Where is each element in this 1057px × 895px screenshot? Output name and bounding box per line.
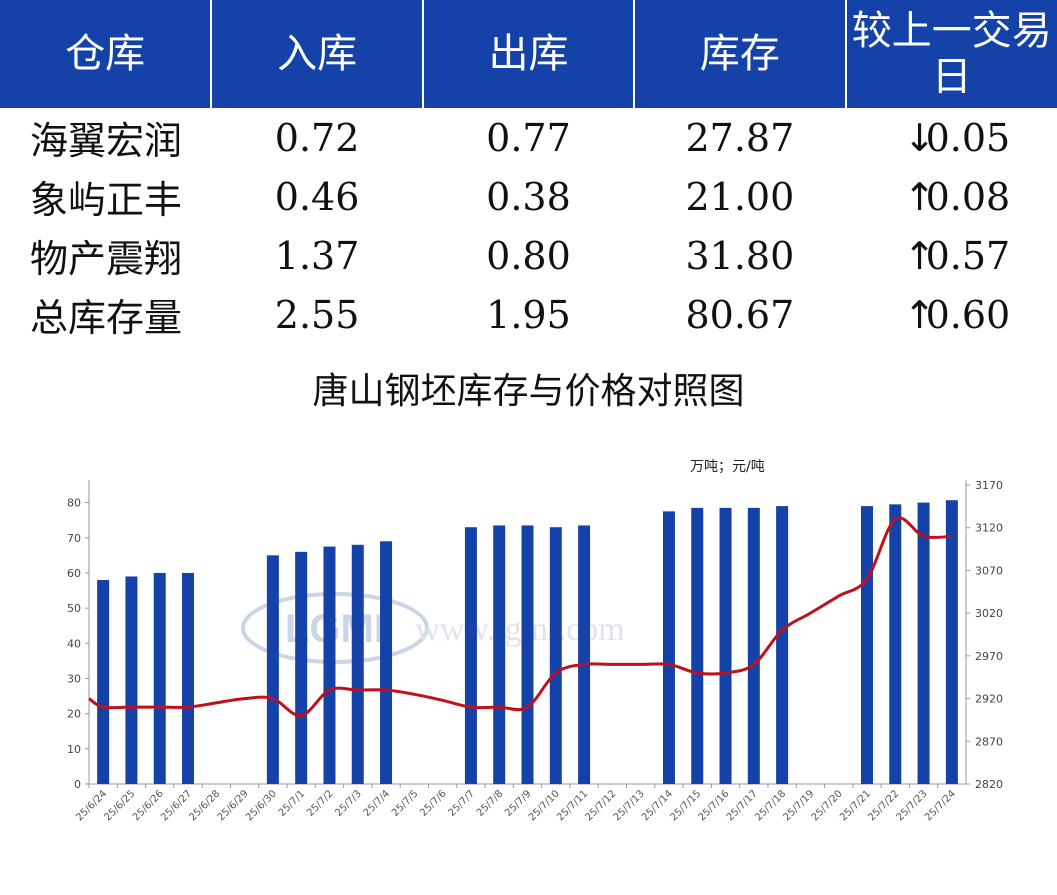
- cell-outbound: 0.38: [486, 174, 571, 219]
- cell-name: 海翼宏润: [30, 119, 183, 163]
- y-left-tick-label: 80: [67, 497, 81, 510]
- header-stock: 库存: [634, 0, 847, 108]
- cell-name: 象屿正丰: [30, 178, 183, 222]
- y-right-tick-label: 3070: [975, 564, 1003, 577]
- bar: [776, 506, 789, 784]
- cell-inbound: 1.37: [274, 233, 360, 278]
- y-right-tick-label: 2970: [975, 650, 1003, 663]
- y-left-tick-label: 20: [67, 708, 81, 721]
- bar: [719, 507, 732, 784]
- bar: [578, 525, 591, 784]
- y-left-tick-label: 40: [67, 637, 81, 650]
- x-tick-label: 25/7/6: [418, 788, 449, 819]
- bar: [125, 576, 138, 784]
- bar: [521, 525, 534, 784]
- bar: [493, 525, 506, 784]
- bar: [380, 541, 393, 784]
- table-row: 海翼宏润 0.72 0.77 27.87 ↓0.05: [0, 108, 1057, 167]
- y-left-tick-label: 70: [67, 532, 81, 545]
- bar: [691, 507, 704, 784]
- x-tick-label: 25/7/3: [333, 788, 364, 819]
- cell-outbound: 0.80: [486, 233, 571, 278]
- x-tick-label: 25/7/7: [447, 788, 478, 819]
- x-tick-label: 25/7/4: [362, 788, 393, 819]
- bar: [323, 546, 336, 784]
- cell-stock: 80.67: [685, 292, 795, 337]
- bar: [549, 527, 562, 784]
- table-row: 物产震翔 1.37 0.80 31.80 ↑0.57: [0, 226, 1057, 285]
- change-value: 0.08: [925, 174, 1011, 219]
- header-inbound: 入库: [211, 0, 424, 108]
- arrow-up-icon: ↑: [903, 233, 936, 278]
- bar: [662, 511, 675, 784]
- header-change: 较上一交易日: [845, 0, 1057, 108]
- cell-stock: 21.00: [685, 174, 795, 219]
- y-right-tick-label: 2920: [975, 693, 1003, 706]
- x-tick-label: 25/7/24: [923, 788, 958, 823]
- unit-label: 万吨；元/吨: [690, 459, 765, 475]
- y-left-tick-label: 30: [67, 672, 81, 685]
- cell-inbound: 0.46: [274, 174, 360, 219]
- y-left-tick-label: 10: [67, 743, 81, 756]
- y-right-tick-label: 2870: [975, 735, 1003, 748]
- bar: [917, 502, 930, 784]
- cell-outbound: 1.95: [486, 292, 571, 337]
- header-warehouse: 仓库: [0, 0, 213, 108]
- change-value: 0.60: [925, 292, 1011, 337]
- cell-change: ↓0.05: [846, 108, 1057, 167]
- bar: [945, 500, 958, 784]
- arrow-down-icon: ↓: [903, 115, 936, 160]
- y-right-tick-label: 3020: [975, 607, 1003, 620]
- bar: [747, 507, 760, 784]
- bar: [860, 506, 873, 784]
- bar: [153, 572, 166, 784]
- x-tick-label: 25/7/5: [390, 788, 421, 819]
- x-tick-label: 25/7/2: [305, 788, 336, 819]
- x-tick-label: 25/6/30: [244, 788, 279, 823]
- bar: [889, 504, 902, 784]
- cell-stock: 27.87: [685, 115, 795, 160]
- chart-area: 唐山钢坯库存与价格对照图 LGMI www.lgmi.com 万吨；元/吨 01…: [0, 340, 1057, 895]
- arrow-up-icon: ↑: [903, 292, 936, 337]
- table-header-row: 仓库 入库 出库 库存 较上一交易日: [0, 0, 1057, 108]
- bar: [464, 527, 477, 784]
- cell-inbound: 0.72: [274, 115, 360, 160]
- x-tick-label: 25/7/8: [475, 788, 506, 819]
- cell-name: 总库存量: [30, 296, 183, 340]
- warehouse-table: 仓库 入库 出库 库存 较上一交易日 海翼宏润 0.72 0.77 27.87 ↓0.0…: [0, 0, 1057, 344]
- change-value: 0.05: [925, 115, 1011, 160]
- bar: [266, 555, 279, 784]
- table-row: 象屿正丰 0.46 0.38 21.00 ↑0.08: [0, 167, 1057, 226]
- cell-outbound: 0.77: [486, 115, 571, 160]
- table-body: 海翼宏润 0.72 0.77 27.87 ↓0.05 象屿正丰 0.46 0.38 21.00 ↑…: [0, 108, 1057, 344]
- cell-stock: 31.80: [685, 233, 795, 278]
- arrow-up-icon: ↑: [903, 174, 936, 219]
- y-left-tick-label: 0: [74, 778, 81, 791]
- chart-svg: 0 10 20 30 40 50 60 70 80 2820 2870 2920 2970 3020 307…: [67, 479, 1003, 823]
- y-right-tick-label: 3170: [975, 479, 1003, 492]
- bar: [182, 572, 195, 784]
- price-line: [88, 516, 952, 718]
- cell-name: 物产震翔: [30, 237, 183, 281]
- header-outbound: 出库: [422, 0, 636, 108]
- change-value: 0.57: [925, 233, 1011, 278]
- y-right-tick-label: 2820: [975, 778, 1003, 791]
- y-left-tick-label: 50: [67, 602, 81, 615]
- chart-title: 唐山钢坯库存与价格对照图: [312, 371, 745, 412]
- cell-change: ↑0.57: [846, 226, 1057, 285]
- x-tick-label: 25/7/1: [277, 788, 308, 819]
- cell-change: ↑0.08: [846, 167, 1057, 226]
- cell-change: ↑0.60: [846, 285, 1057, 344]
- cell-inbound: 2.55: [274, 292, 360, 337]
- bar: [351, 544, 364, 784]
- table-row: 总库存量 2.55 1.95 80.67 ↑0.60: [0, 285, 1057, 344]
- bar: [295, 551, 308, 784]
- y-right-tick-label: 3120: [975, 522, 1003, 535]
- bar: [97, 579, 110, 784]
- y-left-tick-label: 60: [67, 567, 81, 580]
